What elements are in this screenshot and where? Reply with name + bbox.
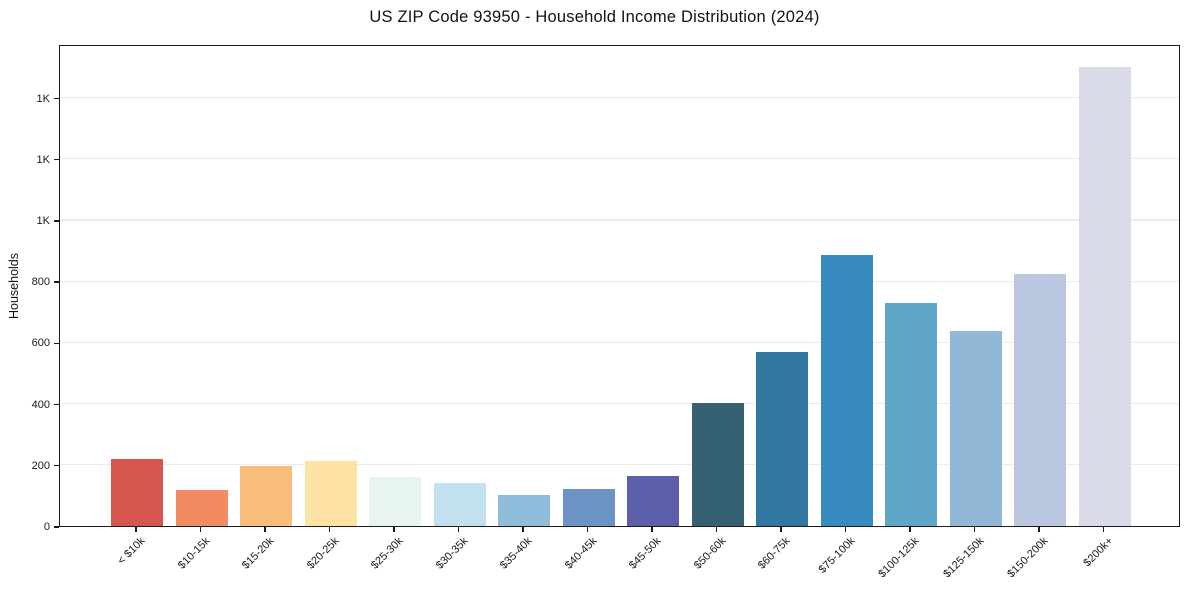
gridline-y-600 [60, 341, 1179, 343]
x-tick-mark [328, 527, 331, 532]
y-tick-mark [54, 403, 59, 406]
y-tick-label: 0 [43, 521, 50, 533]
bar-25-30k [369, 477, 421, 526]
y-tick-label: 800 [31, 276, 50, 289]
gridline-y-1000 [60, 219, 1179, 221]
bar-40-45k [562, 489, 615, 526]
x-tick-mark [780, 527, 782, 532]
y-tick-mark [54, 220, 59, 222]
x-tick-mark [1102, 527, 1105, 532]
x-tick-mark [586, 527, 589, 532]
x-tick-mark [844, 527, 847, 532]
bar-75-100k [820, 255, 873, 526]
x-tick-label: < $10k [115, 535, 148, 568]
x-tick-mark [522, 527, 524, 532]
bar-35-40k [498, 495, 550, 526]
y-tick-label: 400 [31, 398, 50, 411]
bar-45-50k [627, 475, 679, 526]
bar-15-20k [240, 465, 292, 526]
bar-150-200k [1014, 274, 1066, 526]
bar-10k [111, 458, 163, 526]
x-tick-mark [715, 527, 718, 532]
y-tick-label: 1K [36, 153, 50, 166]
y-tick-label: 200 [31, 459, 50, 472]
x-tick-mark [651, 527, 653, 532]
bar-125-150k [949, 330, 1002, 526]
x-tick-mark [199, 527, 202, 532]
bar-20-25k [304, 460, 357, 526]
y-tick-mark [54, 342, 59, 345]
y-tick-label: 1K [36, 214, 50, 227]
gridline-y-400 [60, 403, 1179, 405]
bar-100-125k [885, 302, 937, 526]
x-tick-mark [457, 527, 460, 532]
x-tick-mark [909, 527, 911, 532]
x-tick-mark [264, 527, 266, 532]
plot-area [59, 45, 1180, 527]
x-tick-mark [135, 527, 137, 532]
y-tick-label: 600 [31, 337, 50, 350]
y-tick-mark [54, 465, 59, 467]
bar-60-75k [756, 351, 808, 526]
gridline-y-800 [60, 280, 1179, 282]
y-tick-mark [54, 97, 59, 100]
y-tick-mark [54, 159, 59, 161]
bar-10-15k [175, 489, 228, 526]
gridline-y-1200 [60, 158, 1179, 160]
chart-title: US ZIP Code 93950 - Household Income Dis… [369, 8, 820, 26]
x-tick-mark [1038, 527, 1040, 532]
x-tick-mark [973, 527, 976, 532]
bar-50-60k [691, 403, 744, 526]
x-tick-mark [393, 527, 395, 532]
bar-30-35k [433, 483, 486, 526]
gridline-y-200 [60, 464, 1179, 466]
gridline-y-1400 [60, 96, 1179, 99]
y-tick-mark [54, 281, 59, 283]
y-tick-mark [54, 526, 59, 528]
y-tick-label: 1K [36, 92, 50, 105]
bar-200k [1078, 67, 1131, 526]
